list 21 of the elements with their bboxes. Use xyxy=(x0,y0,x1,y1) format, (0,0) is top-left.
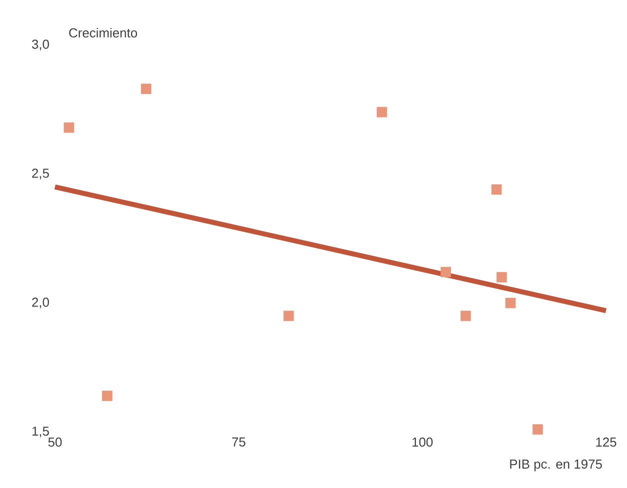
point xyxy=(440,266,452,278)
point xyxy=(505,298,516,308)
point xyxy=(496,272,507,282)
y-tick-label: 2,0 xyxy=(32,298,49,308)
point xyxy=(460,310,471,322)
y-tick-label: 1,5 xyxy=(32,426,49,438)
point xyxy=(140,84,152,94)
point xyxy=(283,310,294,322)
x-tick-label: 125 xyxy=(596,438,616,447)
x-axis-title: PIB pc. en 1975 xyxy=(510,460,602,472)
x-tick-label: 100 xyxy=(412,438,433,447)
point xyxy=(532,424,543,435)
point xyxy=(102,390,112,402)
point xyxy=(376,106,388,118)
x-tick-label: 50 xyxy=(48,438,62,447)
point xyxy=(64,122,74,133)
y-axis-title: Crecimiento xyxy=(69,28,138,38)
y-tick-label: 3,0 xyxy=(32,40,49,50)
point xyxy=(491,184,502,195)
y-tick-label: 2,5 xyxy=(32,168,49,180)
x-tick-label: 75 xyxy=(232,438,246,447)
